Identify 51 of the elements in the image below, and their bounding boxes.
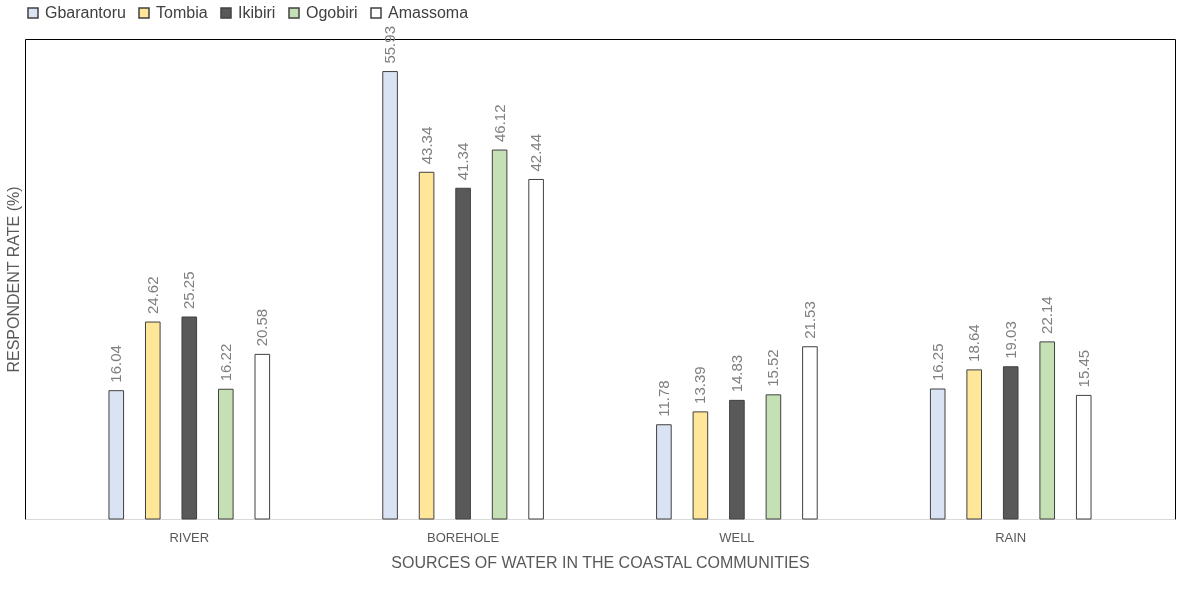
x-tick-label: RIVER	[169, 529, 210, 545]
data-label: 55.93	[381, 26, 399, 64]
x-tick-label: BOREHOLE	[426, 529, 500, 545]
bar	[382, 71, 398, 520]
bar	[418, 171, 435, 520]
legend-label: Amassoma	[388, 4, 469, 21]
bar	[656, 424, 672, 520]
data-label: 16.22	[216, 343, 234, 382]
data-label: 43.34	[417, 126, 435, 165]
data-label: 24.62	[143, 276, 161, 315]
bar	[108, 390, 125, 520]
legend-label: Ogobiri	[306, 4, 358, 21]
data-label: 11.78	[654, 380, 672, 417]
bar	[765, 394, 782, 520]
bar	[181, 316, 198, 520]
legend-label: Ikibiri	[238, 4, 276, 21]
data-label: 41.34	[454, 142, 472, 181]
bar	[929, 388, 946, 520]
data-label: 20.58	[253, 308, 271, 347]
data-label: 16.25	[928, 343, 946, 381]
bar	[455, 187, 471, 520]
bar	[1002, 366, 1019, 520]
bar	[144, 321, 161, 520]
bar	[1075, 394, 1092, 520]
data-label: 21.53	[800, 301, 818, 339]
data-label: 42.44	[527, 133, 545, 172]
data-label: 15.52	[764, 349, 782, 387]
data-label: 15.45	[1074, 349, 1092, 388]
bar	[1039, 341, 1056, 520]
x-tick-label: WELL	[719, 529, 755, 545]
bar	[217, 388, 234, 520]
y-axis-title: RESPONDENT RATE (%)	[4, 186, 22, 373]
bar	[491, 149, 508, 520]
bar	[729, 399, 745, 520]
data-label: 19.03	[1001, 321, 1019, 359]
data-label: 16.04	[107, 345, 125, 383]
data-label: 22.14	[1038, 296, 1056, 334]
legend-label: Gbarantoru	[45, 4, 126, 21]
bar	[802, 346, 818, 520]
data-label: 46.12	[490, 104, 508, 143]
bar	[692, 411, 709, 520]
data-label: 18.64	[965, 324, 983, 362]
x-axis-title: SOURCES OF WATER IN THE COASTAL COMMUNITIES	[391, 553, 810, 571]
legend-label: Tombia	[156, 4, 208, 21]
bar	[254, 353, 271, 520]
data-label: 14.83	[727, 354, 745, 393]
x-tick-label: RAIN	[995, 529, 1027, 545]
bar	[966, 369, 983, 520]
data-label: 13.39	[691, 366, 709, 404]
data-label: 25.25	[180, 271, 198, 309]
bar	[528, 178, 544, 520]
